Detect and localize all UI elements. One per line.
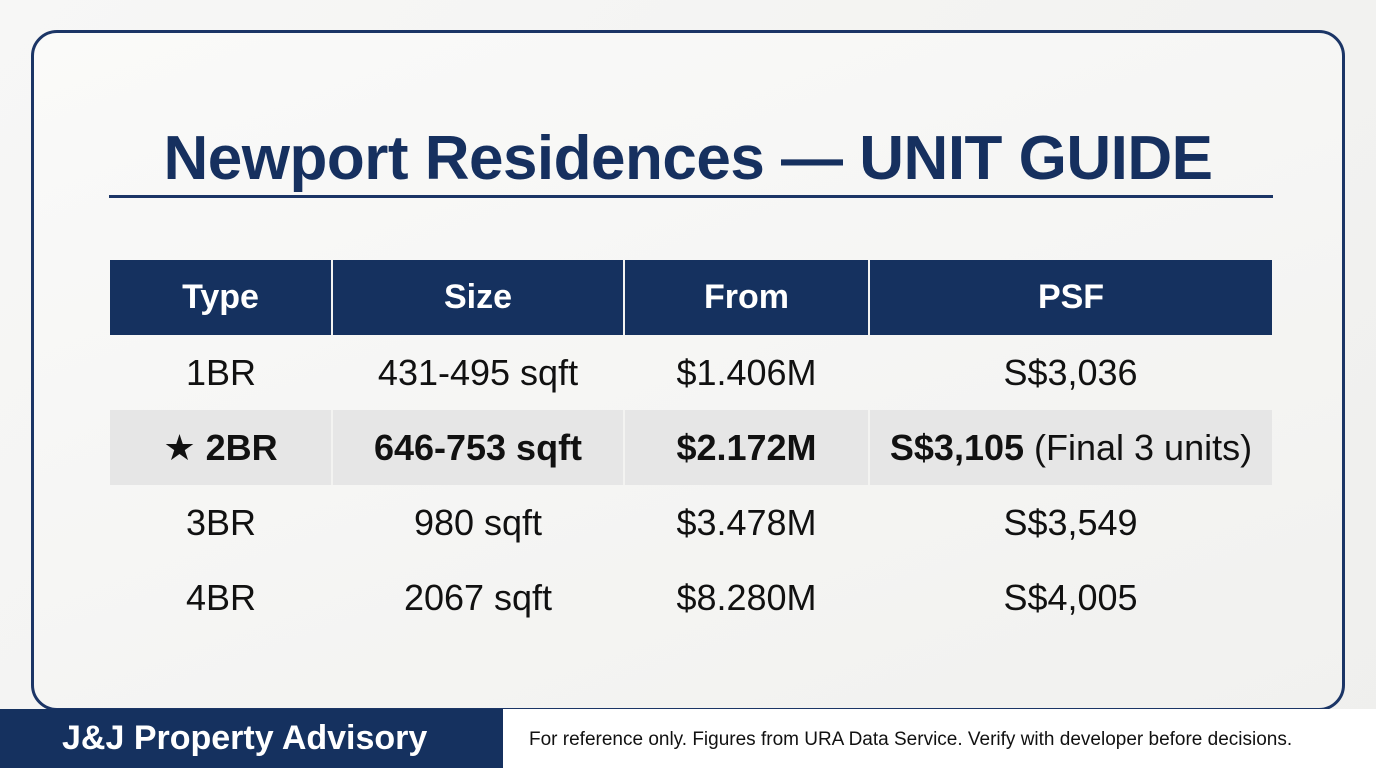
brand-footer: J&J Property Advisory bbox=[0, 709, 503, 768]
cell-from: $1.406M bbox=[676, 351, 817, 393]
cell-psf-value: S$3,105 bbox=[889, 426, 1025, 468]
header-from: From bbox=[624, 260, 870, 335]
cell-type: ★ 2BR bbox=[110, 410, 333, 485]
cell-psf: S$3,036 bbox=[1003, 351, 1138, 393]
table-row: 4BR 2067 sqft $8.280M S$4,005 bbox=[110, 560, 1272, 635]
unit-table: Type Size From PSF 1BR 431-495 sqft $1.4… bbox=[110, 260, 1272, 635]
header-type: Type bbox=[110, 260, 333, 335]
cell-size: 431-495 sqft bbox=[377, 351, 579, 393]
cell-size: 980 sqft bbox=[413, 501, 543, 543]
cell-from: $3.478M bbox=[676, 501, 817, 543]
cell-type-label: 2BR bbox=[205, 426, 278, 468]
page-title: Newport Residences — UNIT GUIDE bbox=[163, 124, 1213, 193]
cell-type: 1BR bbox=[185, 351, 257, 393]
cell-type: 4BR bbox=[185, 576, 257, 618]
table-row: 3BR 980 sqft $3.478M S$3,549 bbox=[110, 485, 1272, 560]
cell-psf: S$3,105 (Final 3 units) bbox=[869, 410, 1272, 485]
cell-from: $2.172M bbox=[624, 410, 870, 485]
cell-psf: S$3,549 bbox=[1003, 501, 1138, 543]
cell-from: $8.280M bbox=[676, 576, 817, 618]
table-row: 1BR 431-495 sqft $1.406M S$3,036 bbox=[110, 335, 1272, 410]
cell-type: 3BR bbox=[185, 501, 257, 543]
disclaimer-footer: For reference only. Figures from URA Dat… bbox=[503, 709, 1376, 768]
star-icon: ★ bbox=[163, 426, 196, 468]
cell-psf: S$4,005 bbox=[1003, 576, 1138, 618]
table-header-row: Type Size From PSF bbox=[110, 260, 1272, 335]
header-psf: PSF bbox=[869, 260, 1272, 335]
availability-note: (Final 3 units) bbox=[1024, 426, 1253, 468]
unit-guide-card: Newport Residences — UNIT GUIDE bbox=[31, 30, 1345, 711]
table-row-highlighted: ★ 2BR 646-753 sqft $2.172M S$3,105 (Final… bbox=[110, 410, 1272, 485]
header-size: Size bbox=[332, 260, 625, 335]
cell-size: 2067 sqft bbox=[403, 576, 553, 618]
title-divider bbox=[109, 195, 1273, 198]
cell-size: 646-753 sqft bbox=[332, 410, 625, 485]
